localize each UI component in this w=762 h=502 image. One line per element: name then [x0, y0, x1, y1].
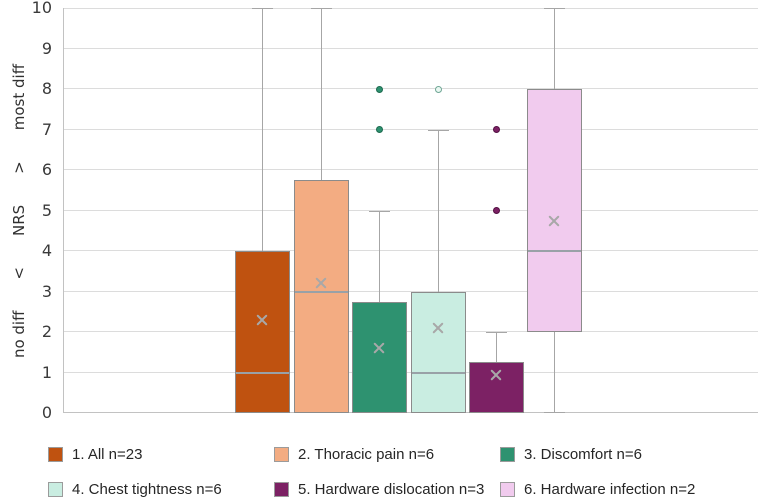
median-line [412, 371, 465, 374]
y-tick-label: 0 [41, 403, 52, 422]
legend-swatch [274, 447, 289, 462]
median-line [295, 290, 348, 293]
legend-item-label: 4. Chest tightness n=6 [72, 481, 222, 498]
box [469, 362, 524, 413]
y-tick-label: 4 [41, 241, 52, 260]
legend-item: 1. All n=23 [48, 446, 142, 463]
outlier-dot [434, 85, 442, 93]
box [527, 89, 582, 332]
outlier-dot [492, 126, 500, 133]
legend-item-label: 1. All n=23 [72, 446, 143, 463]
legend-item-label: 2. Thoracic pain n=6 [298, 446, 435, 463]
legend-item: 2. Thoracic pain n=6 [274, 446, 434, 463]
y-tick-label: 7 [41, 119, 52, 139]
outlier-dot [375, 126, 383, 133]
legend-swatch [500, 482, 515, 497]
mean-marker [548, 214, 561, 227]
outlier-dot [492, 207, 500, 214]
legend-item-label: 5. Hardware dislocation n=3 [298, 481, 485, 498]
plot-area [63, 8, 758, 413]
whisker [438, 129, 439, 292]
whisker [554, 332, 555, 413]
legend-item: 3. Discomfort n=6 [500, 446, 642, 463]
box [235, 251, 290, 413]
gridline [64, 128, 758, 130]
whisker-cap [252, 8, 273, 9]
mean-marker [490, 368, 503, 381]
whisker [496, 332, 497, 363]
y-tick-label: 5 [41, 200, 52, 220]
whisker [554, 8, 555, 89]
whisker-cap [369, 210, 390, 212]
legend-item: 4. Chest tightness n=6 [48, 481, 222, 498]
gridline [64, 209, 758, 211]
legend-swatch [274, 482, 289, 497]
legend-item: 5. Hardware dislocation n=3 [274, 481, 484, 498]
median-line [236, 371, 289, 374]
whisker [379, 210, 380, 302]
gridline [64, 47, 758, 49]
box [294, 180, 349, 413]
y-tick-label: 6 [41, 160, 52, 179]
legend-swatch [500, 447, 515, 462]
mean-marker [432, 321, 445, 334]
mean-marker [315, 277, 328, 290]
legend-item-label: 3. Discomfort n=6 [524, 446, 642, 463]
whisker-cap [544, 8, 565, 9]
median-line [528, 250, 581, 252]
y-tick-label: 10 [31, 0, 52, 17]
box [352, 301, 407, 413]
legend-swatch [48, 447, 63, 462]
gridline [64, 250, 758, 251]
gridline [64, 8, 758, 9]
gridline [64, 88, 758, 89]
y-tick-label: 3 [41, 281, 52, 301]
outlier-dot [375, 85, 383, 93]
whisker-cap [544, 412, 565, 413]
gridline [64, 290, 758, 292]
box [411, 291, 466, 413]
y-tick-label: 2 [41, 322, 52, 341]
mean-marker [373, 342, 386, 355]
y-tick-label: 1 [41, 362, 52, 382]
gridline [64, 169, 758, 170]
whisker-cap [428, 129, 449, 131]
legend-item: 6. Hardware infection n=2 [500, 481, 695, 498]
whisker-cap [486, 332, 507, 333]
whisker [262, 8, 263, 251]
mean-marker [256, 313, 269, 326]
whisker [321, 8, 322, 181]
legend-swatch [48, 482, 63, 497]
y-axis-title-segment: < [10, 266, 28, 280]
y-tick-label: 8 [41, 79, 52, 98]
legend-item-label: 6. Hardware infection n=2 [524, 481, 696, 498]
whisker-cap [311, 8, 332, 9]
y-tick-label: 9 [41, 38, 52, 58]
